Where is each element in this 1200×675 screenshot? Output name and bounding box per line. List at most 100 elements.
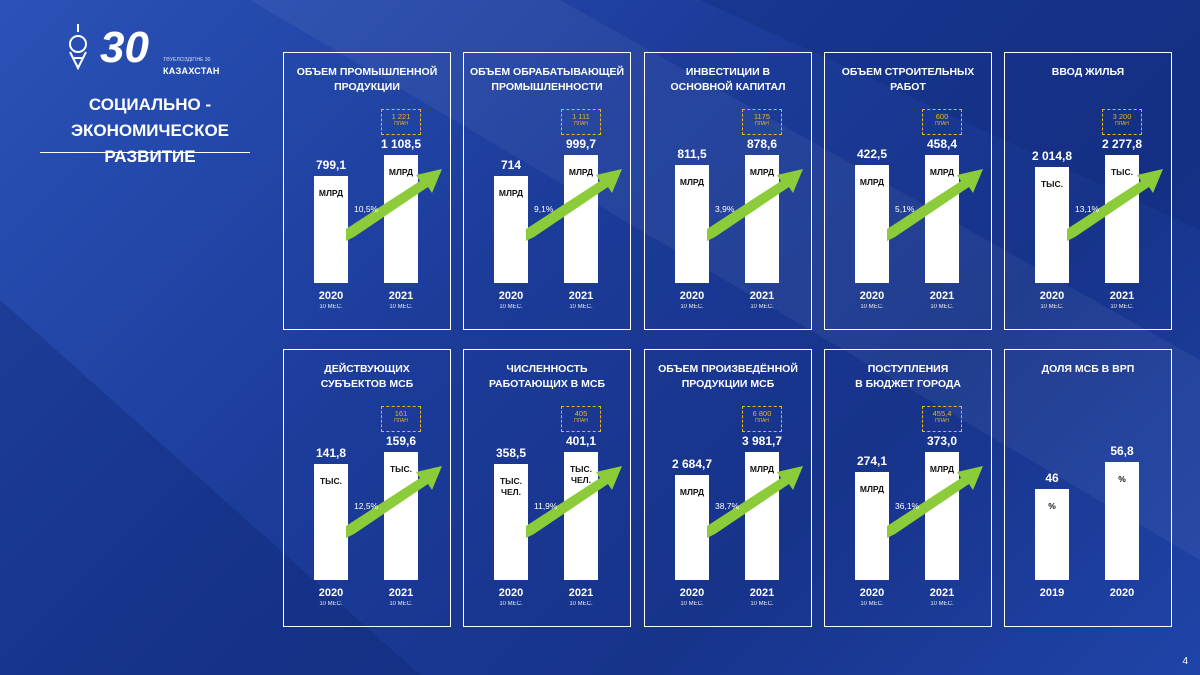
bar-value-label: 274,1: [856, 454, 888, 468]
year-label: 2020: [318, 290, 344, 302]
period-label: 10 МЕС.: [319, 304, 343, 310]
chart-card: ОБЪЕМ ПРОИЗВЕДЁННОЙ ПРОДУКЦИИ МСБ МЛРД 2 68…: [644, 349, 812, 627]
plan-box: 600 ПЛАН: [922, 109, 962, 135]
period-label: 10 МЕС.: [1110, 304, 1134, 310]
plan-value: 161: [394, 409, 408, 418]
plan-label: ПЛАН: [935, 121, 949, 127]
year-label: 2021: [568, 587, 594, 599]
chart-title: ПОСТУПЛЕНИЯ В БЮДЖЕТ ГОРОДА: [829, 362, 987, 392]
chart-title: ЧИСЛЕННОСТЬ РАБОТАЮЩИХ В МСБ: [468, 362, 626, 392]
growth-arrow-icon: [1067, 169, 1163, 241]
bar-unit-label: МЛРД: [675, 487, 709, 498]
bar-value-label: 422,5: [856, 147, 888, 161]
year-label: 2020: [318, 587, 344, 599]
bar-unit-label: МЛРД: [675, 177, 709, 188]
bar-unit-text: ТЫС.: [569, 464, 592, 474]
bar-unit-label: ТЫС.: [384, 464, 418, 475]
growth-arrow-icon: [346, 466, 442, 538]
chart-bar: [925, 155, 959, 283]
plan-value: 3 200: [1112, 112, 1132, 121]
bar-value-label: 999,7: [565, 137, 597, 151]
bar-unit-text: МЛРД: [749, 167, 775, 177]
bar-value-label: 714: [500, 158, 522, 172]
bar-unit-label: ТЫС.: [1105, 167, 1139, 178]
bar-value-label: 56,8: [1110, 444, 1134, 458]
year-label: 2021: [749, 290, 775, 302]
bar-value-label: 458,4: [926, 137, 958, 151]
page-title: СОЦИАЛЬНО - ЭКОНОМИЧЕСКОЕ РАЗВИТИЕ: [40, 92, 260, 170]
svg-text:30: 30: [100, 23, 149, 72]
plan-label: ПЛАН: [394, 121, 408, 127]
chart-title: ОБЪЕМ СТРОИТЕЛЬНЫХ РАБОТ: [829, 65, 987, 95]
bar-unit-label: МЛРД: [855, 177, 889, 188]
title-divider: [40, 152, 250, 153]
year-label: 2021: [929, 290, 955, 302]
bar-unit-label: МЛРД: [855, 484, 889, 495]
chart-title: ОБЪЕМ ПРОМЫШЛЕННОЙ ПРОДУКЦИИ: [288, 65, 446, 95]
bar-unit-label: МЛРД: [925, 464, 959, 475]
plan-value: 1175: [753, 112, 771, 121]
emblem-icon: 30: [69, 23, 149, 72]
year-label: 2020: [1039, 290, 1065, 302]
plan-box: 3 200 ПЛАН: [1102, 109, 1142, 135]
chart-bar: [925, 452, 959, 580]
plan-label: ПЛАН: [1115, 121, 1129, 127]
bar-unit-text: МЛРД: [859, 177, 885, 187]
plan-value: 1 111: [572, 112, 590, 121]
page-title-line1: СОЦИАЛЬНО -: [88, 95, 212, 114]
chart-card: ЧИСЛЕННОСТЬ РАБОТАЮЩИХ В МСБ ТЫС. ЧЕЛ. 358,5…: [463, 349, 631, 627]
bar-value-label: 811,5: [677, 147, 707, 161]
growth-arrow-icon: [346, 169, 442, 241]
chart-title: ОБЪЕМ ПРОИЗВЕДЁННОЙ ПРОДУКЦИИ МСБ: [649, 362, 807, 392]
bar-unit-label: МЛРД: [564, 167, 598, 178]
bar-unit-text: МЛРД: [929, 167, 955, 177]
chart-card: ОБЪЕМ ПРОМЫШЛЕННОЙ ПРОДУКЦИИ МЛРД 799,1 2020…: [283, 52, 451, 330]
chart-title-line: РАБОТАЮЩИХ В МСБ: [488, 378, 606, 390]
chart-title-line: ПРОДУКЦИИ: [334, 81, 400, 93]
chart-title-line: ИНВЕСТИЦИИ В: [685, 66, 771, 78]
bar-value-label: 878,6: [746, 137, 778, 151]
chart-bar: [494, 176, 528, 283]
chart-bar: [494, 464, 528, 580]
logo-small-text: ТӘУЕЛСІЗДІГІНЕ 30: [163, 57, 211, 63]
plan-box: 6 800 ПЛАН: [742, 406, 782, 432]
chart-title: ДЕЙСТВУЮЩИХ СУБЪЕКТОВ МСБ: [288, 362, 446, 392]
growth-label: 36,1%: [895, 501, 920, 511]
plan-label: ПЛАН: [935, 418, 949, 424]
chart-bar: [564, 155, 598, 283]
period-label: 10 МЕС.: [319, 601, 343, 607]
logo-caption: КАЗАХСТАН: [163, 66, 220, 76]
chart-title-line: ОБЪЕМ ПРОИЗВЕДЁННОЙ: [658, 363, 798, 375]
plan-value: 1 221: [391, 112, 411, 121]
chart-title-line: ПОСТУПЛЕНИЯ: [867, 363, 949, 375]
chart-title-line: ДОЛЯ МСБ В ВРП: [1041, 363, 1135, 375]
bar-unit-text: МЛРД: [679, 177, 705, 187]
chart-card: ПОСТУПЛЕНИЯ В БЮДЖЕТ ГОРОДА МЛРД 274,1 2020 1…: [824, 349, 992, 627]
growth-label: 3,9%: [715, 204, 735, 214]
plan-value: 600: [935, 112, 949, 121]
period-label: 10 МЕС.: [389, 304, 413, 310]
chart-title-line: ОБЪЕМ ПРОМЫШЛЕННОЙ: [296, 66, 438, 78]
year-label: 2020: [679, 587, 705, 599]
year-label: 2020: [1109, 587, 1135, 599]
chart-title-line: СУБЪЕКТОВ МСБ: [320, 378, 414, 390]
plan-value: 455,4: [932, 409, 952, 418]
bar-unit-text: ТЫС.: [389, 464, 412, 474]
bar-unit-text: МЛРД: [749, 464, 775, 474]
bar-unit-text: ТЫС.: [1040, 179, 1063, 189]
bar-unit-text: МЛРД: [568, 167, 594, 177]
growth-label: 9,1%: [534, 204, 554, 214]
chart-bar: [1105, 155, 1139, 283]
chart-title: ИНВЕСТИЦИИ В ОСНОВНОЙ КАПИТАЛ: [649, 65, 807, 95]
bar-unit-text: МЛРД: [859, 484, 885, 494]
bar-unit-label: ТЫС.: [1035, 179, 1069, 190]
plan-value: 6 800: [752, 409, 772, 418]
year-label: 2020: [498, 587, 524, 599]
year-label: 2021: [388, 587, 414, 599]
year-label: 2021: [388, 290, 414, 302]
chart-bar: [1035, 167, 1069, 283]
bar-value-label: 159,6: [385, 434, 417, 448]
growth-label: 11,9%: [534, 501, 558, 511]
bar-value-label: 373,0: [926, 434, 958, 448]
chart-bar: [855, 165, 889, 283]
